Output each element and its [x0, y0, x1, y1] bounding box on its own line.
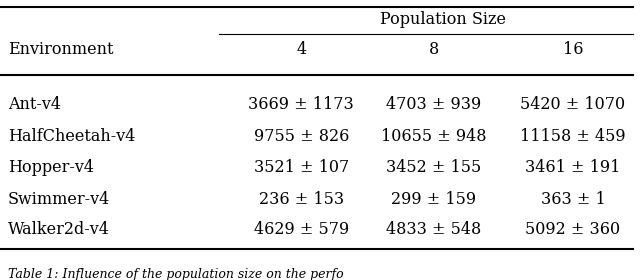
Text: Ant-v4: Ant-v4 [8, 96, 61, 113]
Text: 3452 ± 155: 3452 ± 155 [387, 159, 482, 176]
Text: 4703 ± 939: 4703 ± 939 [387, 96, 482, 113]
Text: 5420 ± 1070: 5420 ± 1070 [520, 96, 625, 113]
Text: 3461 ± 191: 3461 ± 191 [525, 159, 621, 176]
Text: HalfCheetah-v4: HalfCheetah-v4 [8, 128, 135, 144]
Text: 10655 ± 948: 10655 ± 948 [381, 128, 487, 144]
Text: 363 ± 1: 363 ± 1 [541, 191, 605, 208]
Text: 5092 ± 360: 5092 ± 360 [525, 221, 621, 239]
Text: Swimmer-v4: Swimmer-v4 [8, 191, 110, 208]
Text: 8: 8 [429, 41, 439, 59]
Text: 236 ± 153: 236 ± 153 [259, 191, 344, 208]
Text: Hopper-v4: Hopper-v4 [8, 159, 93, 176]
Text: 299 ± 159: 299 ± 159 [392, 191, 477, 208]
Text: 4629 ± 579: 4629 ± 579 [253, 221, 349, 239]
Text: 3521 ± 107: 3521 ± 107 [253, 159, 349, 176]
Text: 16: 16 [563, 41, 583, 59]
Text: 9755 ± 826: 9755 ± 826 [253, 128, 349, 144]
Text: Table 1: Influence of the population size on the perfo: Table 1: Influence of the population siz… [8, 268, 343, 280]
Text: Population Size: Population Size [380, 11, 506, 28]
Text: 4833 ± 548: 4833 ± 548 [387, 221, 482, 239]
Text: 11158 ± 459: 11158 ± 459 [520, 128, 626, 144]
Text: Environment: Environment [8, 41, 113, 59]
Text: Walker2d-v4: Walker2d-v4 [8, 221, 109, 239]
Text: 4: 4 [296, 41, 307, 59]
Text: 3669 ± 1173: 3669 ± 1173 [248, 96, 355, 113]
